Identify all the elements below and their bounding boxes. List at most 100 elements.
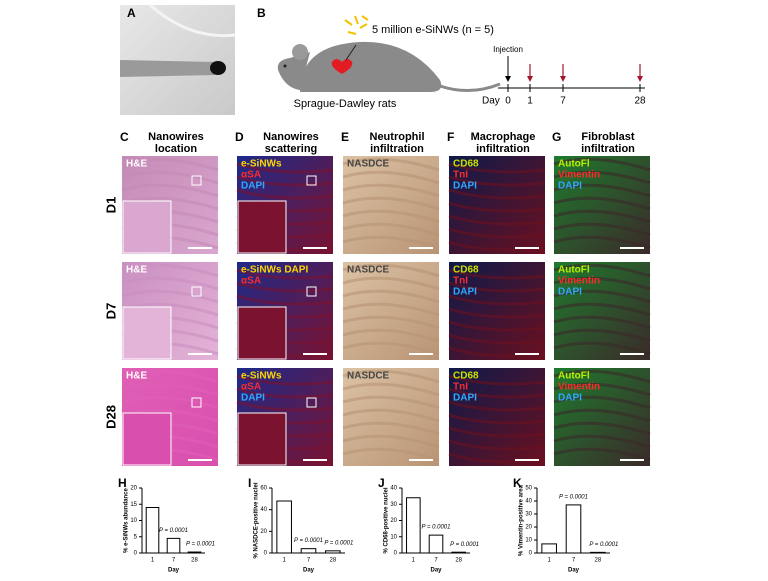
timeline-day: 7	[560, 96, 566, 107]
column-title: Nanowires	[148, 131, 204, 143]
stain-label: AutoFl	[558, 371, 590, 382]
stain-label: αSA	[241, 382, 261, 393]
stain-label: CD68	[453, 265, 479, 276]
stain-label: CD68	[453, 159, 479, 170]
stain-label: e-SiNWs DAPI	[241, 265, 308, 276]
row-label: D7	[103, 303, 118, 320]
y-tick-label: 20	[260, 529, 267, 535]
stain-label: H&E	[126, 159, 147, 170]
panel-letter: J	[378, 476, 385, 490]
tissue-texture	[553, 302, 651, 317]
y-tick-label: 20	[390, 518, 397, 524]
tissue-texture	[553, 341, 651, 356]
y-tick-label: 10	[390, 534, 397, 540]
column-title: Neutrophil	[370, 131, 425, 143]
stain-label: e-SiNWs	[241, 371, 282, 382]
y-tick-label: 40	[260, 507, 267, 513]
stain-label: e-SiNWs	[241, 159, 282, 170]
tissue-texture	[342, 222, 440, 237]
tissue-texture	[448, 188, 546, 200]
grid-fiber	[149, 3, 236, 38]
p-value: P = 0.0001	[186, 542, 215, 548]
column-title: infiltration	[581, 143, 635, 155]
tissue-texture	[236, 294, 334, 306]
sample-arrow-head	[637, 76, 643, 82]
x-tick-label: 1	[547, 558, 551, 564]
tissue-texture	[236, 268, 334, 280]
tissue-texture	[121, 382, 219, 397]
bar	[300, 548, 317, 554]
y-tick-label: 30	[390, 502, 397, 508]
tissue-texture	[121, 276, 219, 291]
stain-label: Vimentin	[558, 170, 600, 181]
stain-label: DAPI	[558, 181, 582, 192]
tissue-texture	[448, 294, 546, 306]
timeline-ticks: 0 1 7 28	[505, 64, 646, 107]
y-tick-label: 40	[390, 486, 397, 492]
row-label: D28	[103, 405, 118, 429]
x-tick-label: 7	[307, 558, 311, 564]
x-tick-label: 28	[455, 558, 462, 564]
x-tick-label: 7	[572, 558, 576, 564]
tissue-texture	[448, 452, 546, 464]
tissue-texture	[553, 328, 651, 343]
dose-text: 5 million e-SiNWs (n = 5)	[372, 24, 494, 36]
tissue-texture	[342, 408, 440, 423]
tissue-texture	[553, 369, 651, 384]
stain-label: AutoFl	[558, 159, 590, 170]
sample-arrow-head	[527, 76, 533, 82]
tissue-texture	[342, 341, 440, 356]
tissue-texture	[121, 369, 219, 384]
stain-label: NASDCE	[347, 159, 390, 170]
y-axis-label: % e-SiNWs abundance	[124, 488, 130, 553]
y-tick-label: 0	[264, 551, 268, 557]
tissue-texture	[342, 328, 440, 343]
stain-label: DAPI	[453, 181, 477, 192]
stain-label: DAPI	[453, 393, 477, 404]
tissue-texture	[236, 175, 334, 187]
tissue-texture	[236, 374, 334, 386]
tissue-texture	[342, 302, 440, 317]
tissue-texture	[553, 276, 651, 291]
inset	[237, 200, 287, 254]
tissue-texture	[121, 183, 219, 198]
bar	[145, 507, 160, 554]
bar	[276, 500, 292, 554]
tissue-texture	[553, 421, 651, 436]
x-tick-label: 1	[151, 558, 155, 564]
stain-label: TnI	[453, 170, 468, 181]
probe-tip	[210, 61, 226, 75]
stain-label: DAPI	[558, 287, 582, 298]
tissue-texture	[448, 281, 546, 293]
tissue-texture	[553, 434, 651, 449]
x-tick-label: 28	[329, 558, 336, 564]
tissue-texture	[448, 201, 546, 213]
stain-label: H&E	[126, 371, 147, 382]
tissue-texture	[448, 175, 546, 187]
injection-label: Injection	[493, 45, 523, 54]
p-value: P = 0.0001	[450, 542, 479, 548]
inset-marker	[306, 286, 317, 297]
p-value: P = 0.0001	[159, 528, 188, 534]
inset	[122, 200, 172, 254]
y-tick-label: 10	[130, 518, 137, 524]
tissue-texture	[553, 196, 651, 211]
panel-letter: H	[118, 476, 127, 490]
tissue-texture	[342, 196, 440, 211]
rat-illustration	[277, 15, 501, 92]
y-tick-label: 0	[394, 551, 398, 557]
x-tick-label: 1	[282, 558, 286, 564]
tissue-texture	[553, 395, 651, 410]
panel-letter: F	[447, 130, 454, 144]
stain-label: Vimentin	[558, 276, 600, 287]
tissue-texture	[553, 289, 651, 304]
y-axis-label: % CD68-positive nuclei	[384, 487, 390, 553]
tissue-texture	[342, 315, 440, 330]
p-value: P = 0.0001	[294, 538, 323, 544]
x-axis-label: Day	[168, 568, 180, 574]
x-axis-label: Day	[430, 568, 442, 574]
tissue-texture	[553, 263, 651, 278]
